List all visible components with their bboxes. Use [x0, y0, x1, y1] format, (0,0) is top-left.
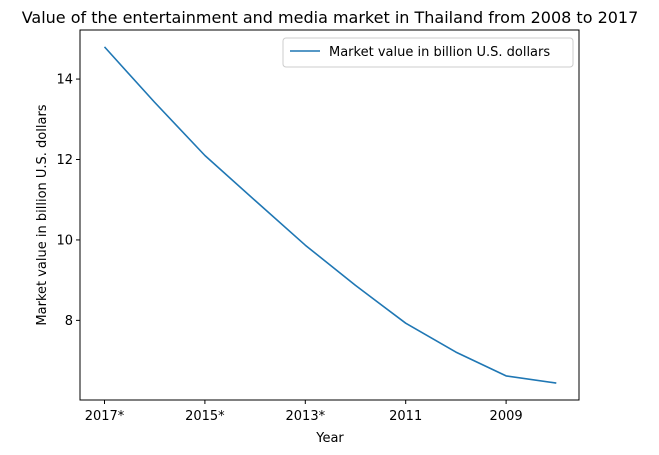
plot-area [79, 29, 580, 401]
series-layer [103, 46, 557, 384]
legend-label: Market value in billion U.S. dollars [329, 45, 550, 60]
x-axis-label: Year [315, 431, 344, 446]
series-line [103, 46, 557, 384]
x-tick-label: 2015* [185, 409, 225, 424]
legend: Market value in billion U.S. dollars [282, 37, 574, 68]
y-axis-label: Market value in billion U.S. dollars [35, 104, 50, 325]
y-tick-label: 14 [56, 73, 73, 88]
x-tick-label: 2017* [85, 409, 125, 424]
y-tick-label: 12 [56, 153, 73, 168]
x-tick-label: 2011 [389, 409, 422, 424]
x-tick-label: 2013* [286, 409, 326, 424]
y-axis: 8 10 12 14 [56, 73, 80, 329]
legend-box [282, 37, 574, 68]
x-axis: 2017* 2015* 2013* 2011 2009 [85, 400, 523, 424]
x-tick-label: 2009 [490, 409, 523, 424]
y-tick-label: 10 [56, 233, 73, 248]
chart-title: Value of the entertainment and media mar… [22, 8, 639, 27]
y-tick-label: 8 [65, 314, 73, 329]
